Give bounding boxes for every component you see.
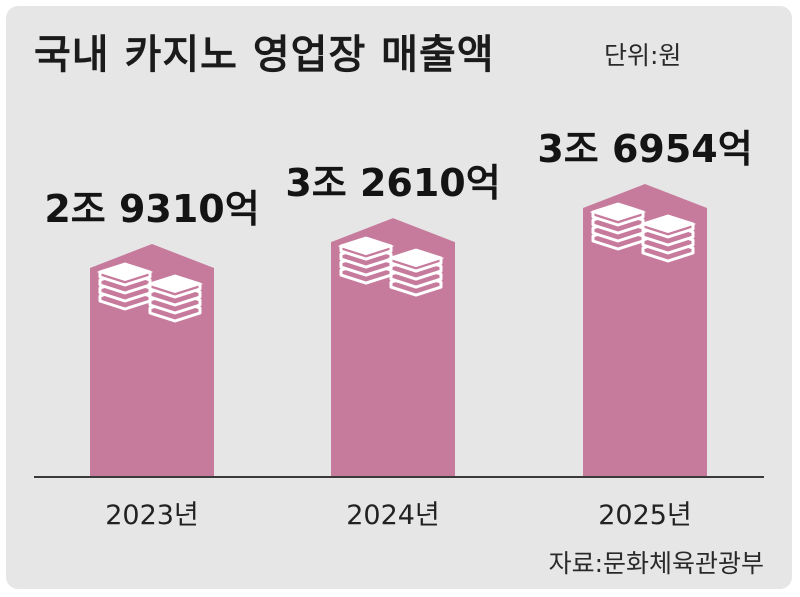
money-stack-icon	[337, 236, 445, 297]
source-note: 자료:문화체육관광부	[548, 549, 764, 578]
bar-chart: 2조 9310억 3조 2610억 3조 6954억 2023년 2024년 2025년	[34, 127, 764, 531]
chart-frame: 2조 9310억 3조 2610억 3조 6954억 2023년 2024년 2025년…	[6, 6, 792, 589]
x-tick-labels-group: 2023년 2024년 2025년	[105, 500, 692, 531]
data-label: 3조 6954억	[537, 127, 752, 171]
value-labels-group: 2조 9310억 3조 2610억 3조 6954억	[44, 127, 752, 231]
bar-3	[583, 183, 707, 477]
bar-2	[331, 218, 455, 477]
chart-title: 국내 카지노 영업장 매출액	[34, 32, 495, 78]
unit-label: 단위:원	[604, 41, 682, 70]
data-label: 2조 9310억	[44, 187, 259, 231]
bars-group	[90, 183, 707, 477]
data-label: 3조 2610억	[285, 161, 500, 205]
x-tick-label: 2024년	[346, 500, 440, 531]
money-stack-icon	[96, 262, 204, 323]
money-stack-icon	[589, 202, 697, 263]
x-tick-label: 2025년	[598, 500, 692, 531]
x-tick-label: 2023년	[105, 500, 199, 531]
bar-1	[90, 244, 214, 477]
